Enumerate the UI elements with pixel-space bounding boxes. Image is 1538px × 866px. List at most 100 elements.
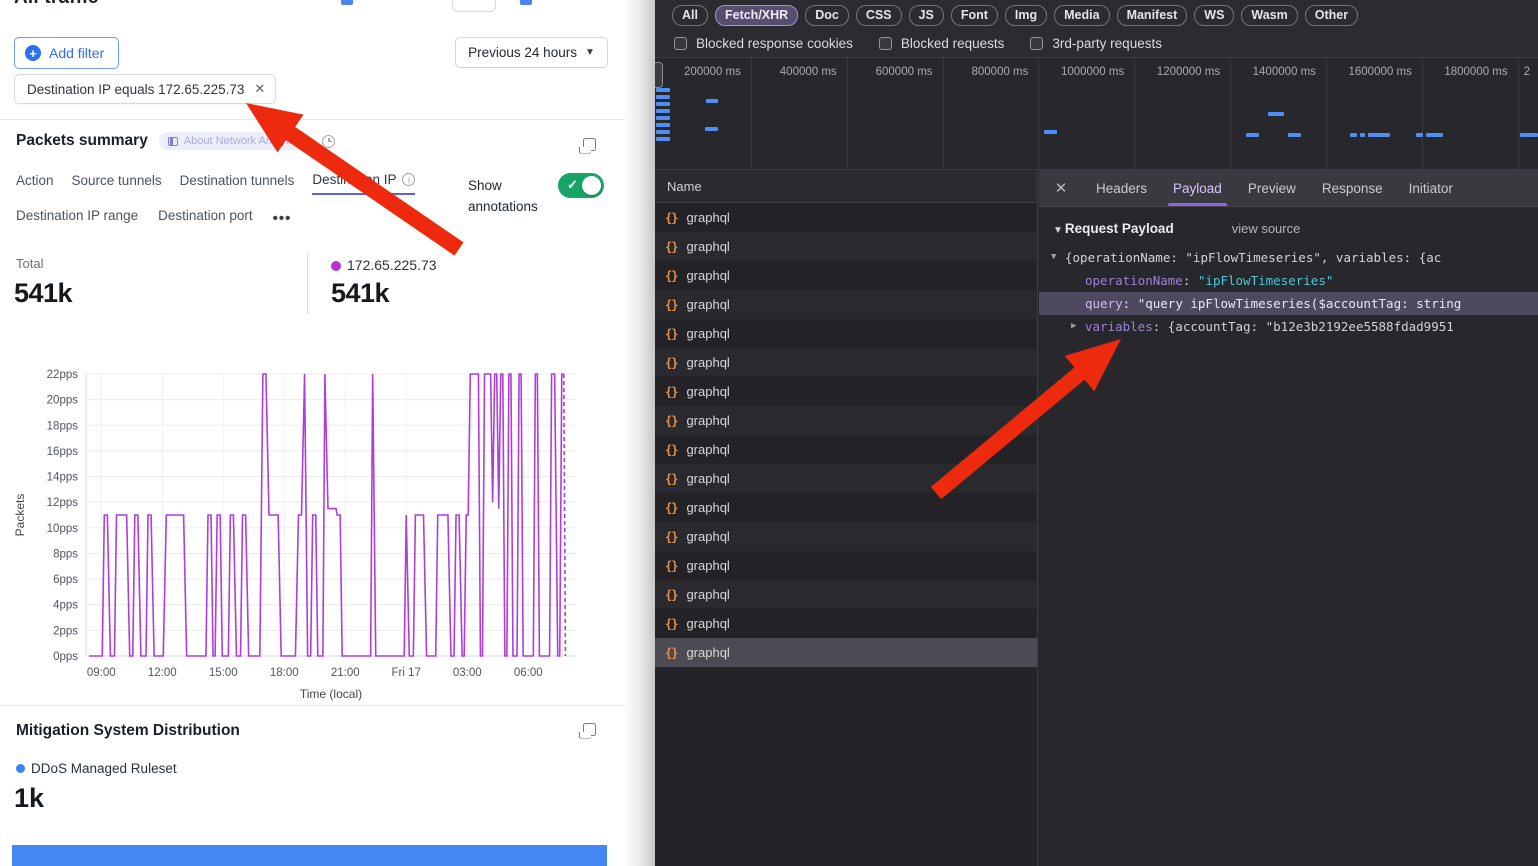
detail-tab-response[interactable]: Response <box>1321 180 1383 196</box>
request-name: graphql <box>686 384 730 399</box>
tab-destination-port[interactable]: Destination port <box>158 208 253 223</box>
add-filter-button[interactable]: + Add filter <box>14 37 120 69</box>
detail-tab-headers[interactable]: Headers <box>1096 180 1148 196</box>
payload-line[interactable]: ▶ variables: {accountTag: "b12e3b2192ee55… <box>1039 315 1538 338</box>
series-legend-dot <box>331 261 341 271</box>
timeline-tick-label: 1600000 ms <box>1348 66 1412 78</box>
expand-caret-icon[interactable]: ▶ <box>1071 321 1077 331</box>
payload-line[interactable]: ▼ {operationName: "ipFlowTimeseries", var… <box>1039 246 1538 269</box>
more-tabs-button[interactable]: ••• <box>272 209 292 227</box>
payload-token: query <box>1085 296 1123 311</box>
svg-text:21:00: 21:00 <box>331 667 360 679</box>
request-row-graphql[interactable]: {} graphql <box>655 551 1037 580</box>
total-value: 541k <box>14 278 73 308</box>
time-range-label: Previous 24 hours <box>468 45 577 60</box>
network-filter-js[interactable]: JS <box>908 4 944 26</box>
request-row-graphql[interactable]: {} graphql <box>655 348 1037 377</box>
request-name: graphql <box>686 268 730 283</box>
detail-tab-payload[interactable]: Payload <box>1160 170 1235 206</box>
requests-list: {} graphql {} graphql {} graphql {} graphql {} gr… <box>655 203 1037 667</box>
request-name: graphql <box>686 326 730 341</box>
mitigation-legend-dot <box>16 764 25 773</box>
request-timing-bar <box>1246 133 1259 137</box>
top-clipped-control <box>520 0 532 5</box>
tab-destination-tunnels[interactable]: Destination tunnels <box>179 173 295 188</box>
payload-line[interactable]: operationName: "ipFlowTimeseries" <box>1039 269 1538 292</box>
timeline-tick-label: 2 <box>1523 66 1531 78</box>
timeline-gridline <box>1134 58 1136 169</box>
request-row-graphql[interactable]: {} graphql <box>655 406 1037 435</box>
time-range-select[interactable]: Previous 24 hours ▼ <box>455 37 608 68</box>
network-filter-ws[interactable]: WS <box>1194 4 1235 26</box>
payload-line[interactable]: query: "query ipFlowTimeseries($accountT… <box>1039 292 1538 315</box>
packets-card-header: Packets summary About Network Analytics <box>16 132 336 150</box>
svg-text:Time (local): Time (local) <box>300 687 362 701</box>
tab-source-tunnels[interactable]: Source tunnels <box>71 173 162 188</box>
json-request-icon: {} <box>665 268 678 283</box>
about-network-analytics-badge[interactable]: About Network Analytics <box>158 132 312 150</box>
request-timing-bar <box>1416 133 1423 137</box>
network-filter-img[interactable]: Img <box>1004 4 1048 26</box>
request-row-graphql[interactable]: {} graphql <box>655 203 1037 232</box>
remove-filter-icon[interactable]: ✕ <box>254 81 266 96</box>
timeline-gridline <box>1517 58 1519 169</box>
request-name: graphql <box>686 471 730 486</box>
tab-destination-ip-range[interactable]: Destination IP range <box>16 208 139 223</box>
request-row-graphql[interactable]: {} graphql <box>655 638 1037 667</box>
series-value: 541k <box>331 278 390 308</box>
request-timing-bar <box>705 127 718 131</box>
request-row-graphql[interactable]: {} graphql <box>655 609 1037 638</box>
network-filter-wasm[interactable]: Wasm <box>1241 4 1298 26</box>
request-row-graphql[interactable]: {} graphql <box>655 232 1037 261</box>
network-overview-timeline[interactable]: 200000 ms 400000 ms 600000 ms 800000 ms 1000… <box>655 58 1538 170</box>
request-row-graphql[interactable]: {} graphql <box>655 319 1037 348</box>
detail-tab-preview[interactable]: Preview <box>1247 180 1296 196</box>
expand-card-icon[interactable] <box>583 723 596 736</box>
network-filter-fetch-xhr[interactable]: Fetch/XHR <box>714 4 799 26</box>
tab-destination-ip[interactable]: Destination IP i <box>312 172 416 195</box>
tab-action[interactable]: Action <box>16 173 54 188</box>
request-row-graphql[interactable]: {} graphql <box>655 464 1037 493</box>
svg-text:15:00: 15:00 <box>209 667 238 679</box>
network-filter-all[interactable]: All <box>672 4 708 26</box>
blocked-response-cookies-checkbox[interactable]: Blocked response cookies <box>674 36 853 51</box>
request-timing-bar <box>656 109 670 113</box>
info-icon: i <box>402 173 416 186</box>
3rd-party-requests-checkbox[interactable]: 3rd-party requests <box>1030 36 1162 51</box>
network-filter-font[interactable]: Font <box>950 4 998 26</box>
show-annotations-toggle[interactable]: ✓ <box>558 173 604 198</box>
collapse-triangle-icon[interactable]: ▼ <box>1053 225 1063 236</box>
request-timing-bar <box>706 99 718 103</box>
request-row-graphql[interactable]: {} graphql <box>655 435 1037 464</box>
timeline-tick-label: 400000 ms <box>779 66 837 78</box>
expand-card-icon[interactable] <box>583 138 596 151</box>
request-row-graphql[interactable]: {} graphql <box>655 290 1037 319</box>
filter-chip[interactable]: Destination IP equals 172.65.225.73 ✕ <box>14 74 277 104</box>
add-filter-label: Add filter <box>49 45 105 61</box>
detail-tab-initiator[interactable]: Initiator <box>1408 180 1453 196</box>
network-filter-other[interactable]: Other <box>1304 4 1359 26</box>
network-filter-doc[interactable]: Doc <box>805 4 849 26</box>
request-row-graphql[interactable]: {} graphql <box>655 377 1037 406</box>
blocked-requests-checkbox[interactable]: Blocked requests <box>878 36 1004 51</box>
plus-icon: + <box>25 45 41 61</box>
request-row-graphql[interactable]: {} graphql <box>655 493 1037 522</box>
request-row-graphql[interactable]: {} graphql <box>655 522 1037 551</box>
expand-caret-icon[interactable]: ▼ <box>1051 252 1057 262</box>
network-filter-css[interactable]: CSS <box>855 4 902 26</box>
name-column-header[interactable]: Name <box>655 170 1037 203</box>
series-legend-label: 172.65.225.73 <box>347 257 437 273</box>
request-row-graphql[interactable]: {} graphql <box>655 261 1037 290</box>
close-detail-icon[interactable]: ✕ <box>1054 180 1068 197</box>
view-source-link[interactable]: view source <box>1231 221 1301 236</box>
json-request-icon: {} <box>665 239 678 254</box>
clock-icon <box>322 134 336 148</box>
network-filter-manifest[interactable]: Manifest <box>1116 4 1188 26</box>
analytics-panel: All traffic + Add filter Previous 24 hou… <box>0 0 625 866</box>
timeline-scrubber-stub <box>655 62 663 88</box>
network-filter-media[interactable]: Media <box>1054 4 1110 26</box>
payload-token: {operationName: "ipFlowTimeseries", vari… <box>1065 250 1442 265</box>
svg-text:20pps: 20pps <box>47 395 79 407</box>
network-options-bar: Blocked response cookies Blocked requests… <box>655 30 1538 58</box>
request-row-graphql[interactable]: {} graphql <box>655 580 1037 609</box>
